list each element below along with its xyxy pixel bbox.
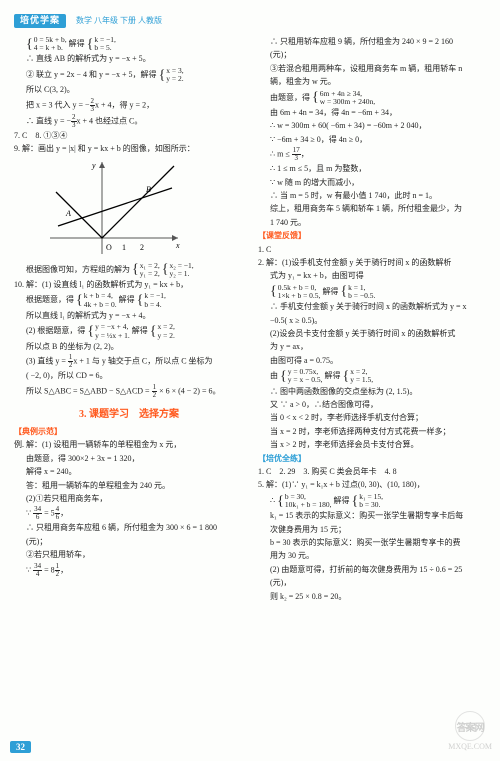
svg-text:y: y bbox=[91, 161, 96, 170]
line: 1 740 元。 bbox=[258, 217, 488, 229]
tag-feedback: 【课堂反馈】 bbox=[258, 230, 488, 242]
graph-figure: O 1 2 x y B A bbox=[42, 158, 182, 258]
line: ③若混合租用两种车，设租用商务车 m 辆，租用轿车 n bbox=[258, 63, 488, 75]
line: 例. 解：(1) 设租用一辆轿车的单程租金为 x 元， bbox=[14, 439, 244, 451]
line: ∴ m ≤ 173， bbox=[258, 147, 488, 162]
line: 所以 C(3, 2)。 bbox=[14, 84, 244, 96]
line: 由题意，得 {6m + 4n ≥ 34,w = 300m + 240n, bbox=[258, 90, 488, 107]
right-column: ∴ 只租用轿车应租 9 辆，所付租金为 240 × 9 = 2 160 (元)；… bbox=[258, 36, 488, 604]
line: ∴ 1 ≤ m ≤ 5，且 m 为整数， bbox=[258, 163, 488, 175]
line: 又 ∵ a > 0，∴结合图像可得， bbox=[258, 399, 488, 411]
page-header: 培优学案 数学 八年级 下册 人教版 bbox=[14, 14, 488, 28]
line: 由图可得 a = 0.75。 bbox=[258, 355, 488, 367]
line: ∵ 346 = 546， bbox=[14, 506, 244, 521]
line: ( −2, 0)，所以 CD = 6。 bbox=[14, 370, 244, 382]
line: (元)； bbox=[258, 49, 488, 61]
line: (元)， bbox=[258, 577, 488, 589]
line: 答：租用一辆轿车的单程租金为 240 元。 bbox=[14, 480, 244, 492]
line: (2)①若只租用商务车， bbox=[14, 493, 244, 505]
tag-practice: 【培优全练】 bbox=[258, 453, 488, 465]
line: 1. C bbox=[258, 244, 488, 256]
line: (元)； bbox=[14, 536, 244, 548]
line: ∵ −6m + 34 ≥ 0，得 4n ≥ 0， bbox=[258, 134, 488, 146]
line: 1. C 2. 29 3. 购买 C 类会员年卡 4. 8 bbox=[258, 466, 488, 478]
line: 所以直线 l₁ 的解析式为 y = −x + 4。 bbox=[14, 310, 244, 322]
header-title: 培优学案 bbox=[14, 14, 66, 28]
line: ∵ w 随 m 的增大而减小， bbox=[258, 177, 488, 189]
line: 7. C 8. ①③④ bbox=[14, 130, 244, 142]
line: 当 x = 2 时，李老师选择两种支付方式花费一样多； bbox=[258, 426, 488, 438]
line: 综上，租用商务车 5 辆和轿车 1 辆，所付租金最少，为 bbox=[258, 203, 488, 215]
line: 次健身费用为 15 元； bbox=[258, 524, 488, 536]
two-columns: {0 = 5k + b,4 = k + b. 解得 {k = −1,b = 5.… bbox=[14, 36, 488, 604]
line: 根据图像可知，方程组的解为 {x₁ = 2,y₁ = 2, {x₂ = −1,y… bbox=[14, 262, 244, 279]
line: 5. 解：(1)∵ y₁ = k₁x + b 过点(0, 30)、(10, 18… bbox=[258, 479, 488, 491]
page: 培优学案 数学 八年级 下册 人教版 {0 = 5k + b,4 = k + b… bbox=[0, 0, 500, 614]
line: {0.5k + b = 0,1×k + b = 0.5, 解得 {k = 1,b… bbox=[258, 284, 488, 301]
line: 9. 解：画出 y = |x| 和 y = kx + b 的图像，如图所示： bbox=[14, 143, 244, 155]
line: ∴ 直线 y = −23x + 4 也经过点 C。 bbox=[14, 114, 244, 129]
line: ∵ 344 = 812， bbox=[14, 563, 244, 578]
line: ②若只租用轿车， bbox=[14, 549, 244, 561]
line: −0.5( x ≥ 0.5)。 bbox=[258, 315, 488, 327]
line: 由题意，得 300×2 + 3x = 1 320， bbox=[14, 453, 244, 465]
line: ② 联立 y = 2x − 4 和 y = −x + 5，解得 {x = 3,y… bbox=[14, 67, 244, 84]
line: 由 6m + 4n = 34，得 4n = −6m + 34， bbox=[258, 107, 488, 119]
line: ∴ {b = 30,10k₁ + b = 180, 解得 {k₁ = 15,b … bbox=[258, 493, 488, 510]
page-number: 32 bbox=[10, 741, 31, 753]
svg-text:1: 1 bbox=[122, 243, 126, 252]
line: 10. 解：(1) 设直线 l₁ 的函数解析式为 y₁ = kx + b， bbox=[14, 279, 244, 291]
left-column: {0 = 5k + b,4 = k + b. 解得 {k = −1,b = 5.… bbox=[14, 36, 244, 604]
line: 所以 S△ABC = S△ABD − S△ACD = 12 × 6 × (4 −… bbox=[14, 384, 244, 399]
line: 把 x = 3 代入 y = −23x + 4，得 y = 2， bbox=[14, 98, 244, 113]
svg-text:B: B bbox=[146, 185, 151, 194]
line: ∴ 当 m = 5 时，w 有最小值 1 740，此时 n = 1。 bbox=[258, 190, 488, 202]
line: (2) 根据题意，得 {y = −x + 4,y = ½x + 1. 解得 {x… bbox=[14, 323, 244, 340]
line: ∴ w = 300m + 60( −6m + 34) = −60m + 2 04… bbox=[258, 120, 488, 132]
watermark-icon: 答案网 bbox=[455, 711, 485, 741]
line: 为 y = ax， bbox=[258, 341, 488, 353]
svg-text:A: A bbox=[65, 209, 71, 218]
line: ∴ 只租用轿车应租 9 辆，所付租金为 240 × 9 = 2 160 bbox=[258, 36, 488, 48]
line: ∴ 只租用商务车应租 6 辆，所付租金为 300 × 6 = 1 800 bbox=[14, 522, 244, 534]
section-title: 3. 课题学习 选择方案 bbox=[14, 407, 244, 423]
line: 当 0 < x < 2 时，李老师选择手机支付合算； bbox=[258, 412, 488, 424]
line: (3) 直线 y = 12x + 1 与 y 轴交于点 C，所以点 C 坐标为 bbox=[14, 354, 244, 369]
svg-text:O: O bbox=[106, 243, 112, 252]
line: 式为 y₁ = kx + b，由图可得 bbox=[258, 270, 488, 282]
line: k₁ = 15 表示的实际意义：购买一张学生暑期专享卡后每 bbox=[258, 510, 488, 522]
line: 则 k₂ = 25 × 0.8 = 20。 bbox=[258, 591, 488, 603]
line: 解得 x = 240。 bbox=[14, 466, 244, 478]
line: 辆，租金为 w 元。 bbox=[258, 76, 488, 88]
svg-text:x: x bbox=[175, 241, 180, 250]
line: ∴ 直线 AB 的解析式为 y = −x + 5。 bbox=[14, 53, 244, 65]
tag-example: 【典例示范】 bbox=[14, 426, 244, 438]
line: 根据题意，得 {k + b = 4,4k + b = 0. 解得 {k = −1… bbox=[14, 292, 244, 309]
line: 用为 30 元。 bbox=[258, 550, 488, 562]
line: (2)设会员卡支付金额 y 关于骑行时间 x 的函数解析式 bbox=[258, 328, 488, 340]
svg-text:2: 2 bbox=[140, 243, 144, 252]
line: (2) 由题意可得，打折前的每次健身费用为 15 ÷ 0.6 = 25 bbox=[258, 564, 488, 576]
line: b = 30 表示的实际意义：购买一张学生暑期专享卡的费 bbox=[258, 537, 488, 549]
line: 所以点 B 的坐标为 (2, 2)。 bbox=[14, 341, 244, 353]
watermark: 答案网 MXQE.COM bbox=[448, 711, 492, 751]
line: 当 x > 2 时，李老师选择会员卡支付合算。 bbox=[258, 439, 488, 451]
line: ∴ 手机支付金额 y 关于骑行时间 x 的函数解析式为 y = x bbox=[258, 301, 488, 313]
line: ∴ 图中两函数图像的交点坐标为 (2, 1.5)。 bbox=[258, 386, 488, 398]
line: 2. 解：(1)设手机支付金额 y 关于骑行时间 x 的函数解析 bbox=[258, 257, 488, 269]
header-subtitle: 数学 八年级 下册 人教版 bbox=[76, 15, 162, 27]
eq-system-1: {0 = 5k + b,4 = k + b. 解得 {k = −1,b = 5. bbox=[14, 36, 244, 53]
line: 由 {y = 0.75x,y = x − 0.5, 解得 {x = 2,y = … bbox=[258, 368, 488, 385]
watermark-url: MXQE.COM bbox=[448, 742, 492, 751]
